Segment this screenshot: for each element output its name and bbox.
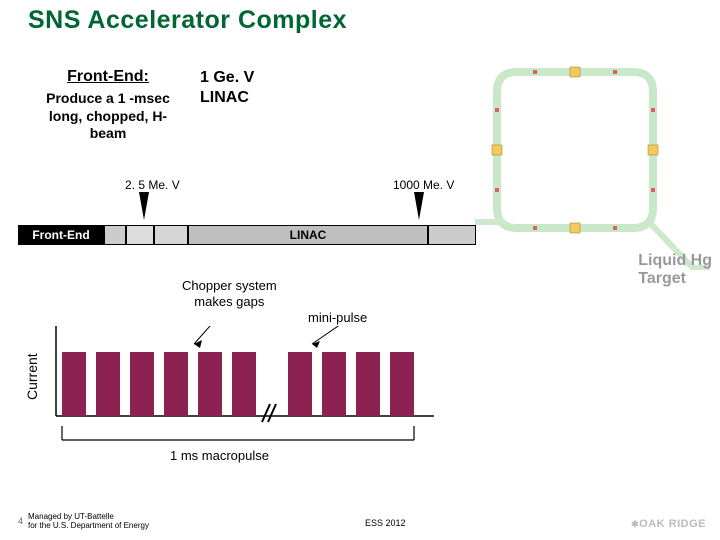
- chopper-caption: Chopper system makes gaps: [182, 278, 277, 309]
- beamline-segment: [104, 225, 126, 245]
- frontend-block: Front-End: Produce a 1 -msec long, chopp…: [28, 68, 188, 143]
- footer-l1: Managed by UT-Battelle: [28, 512, 149, 521]
- beamline-segment: [154, 225, 188, 245]
- footer-l2: for the U.S. Department of Energy: [28, 521, 149, 530]
- macropulse-label: 1 ms macropulse: [170, 448, 269, 463]
- chopper-l1: Chopper system: [182, 278, 277, 294]
- beamline-diagram: Front-End LINAC: [18, 225, 476, 245]
- current-axis-label: Current: [24, 353, 40, 400]
- accumulator-ring-diagram: [475, 50, 710, 270]
- beamline-segment: [126, 225, 154, 245]
- frontend-desc-l2: long, chopped, H-: [28, 108, 188, 126]
- footer-credit: Managed by UT-Battelle for the U.S. Depa…: [28, 512, 149, 530]
- energy-left: 2. 5 Me. V: [125, 178, 180, 192]
- page-number: 4: [18, 516, 23, 526]
- beamline-segment: [428, 225, 476, 245]
- slide-title: SNS Accelerator Complex: [0, 0, 720, 35]
- target-l1: Liquid Hg: [638, 252, 712, 270]
- beamline-segment: Front-End: [18, 225, 104, 245]
- linac-label: 1 Ge. V LINAC: [200, 68, 254, 108]
- pulse-chart: [44, 326, 444, 426]
- target-label: Liquid Hg Target: [638, 252, 712, 287]
- target-l2: Target: [638, 270, 712, 288]
- arrow-down-icon: [139, 192, 149, 220]
- linac-label-l2: LINAC: [200, 88, 254, 108]
- minipulse-caption: mini-pulse: [308, 310, 367, 325]
- frontend-desc-l3: beam: [28, 125, 188, 143]
- lab-name: OAK RIDGE: [639, 518, 706, 530]
- beamline-segment: LINAC: [188, 225, 428, 245]
- arrow-down-icon: [414, 192, 424, 220]
- frontend-heading: Front-End:: [28, 68, 188, 86]
- lab-logo-text: ✱OAK RIDGE: [631, 518, 706, 530]
- energy-right: 1000 Me. V: [393, 178, 454, 192]
- frontend-desc-l1: Produce a 1 -msec: [28, 90, 188, 108]
- chopper-l2: makes gaps: [182, 294, 277, 310]
- conference-label: ESS 2012: [365, 518, 406, 528]
- linac-label-l1: 1 Ge. V: [200, 68, 254, 88]
